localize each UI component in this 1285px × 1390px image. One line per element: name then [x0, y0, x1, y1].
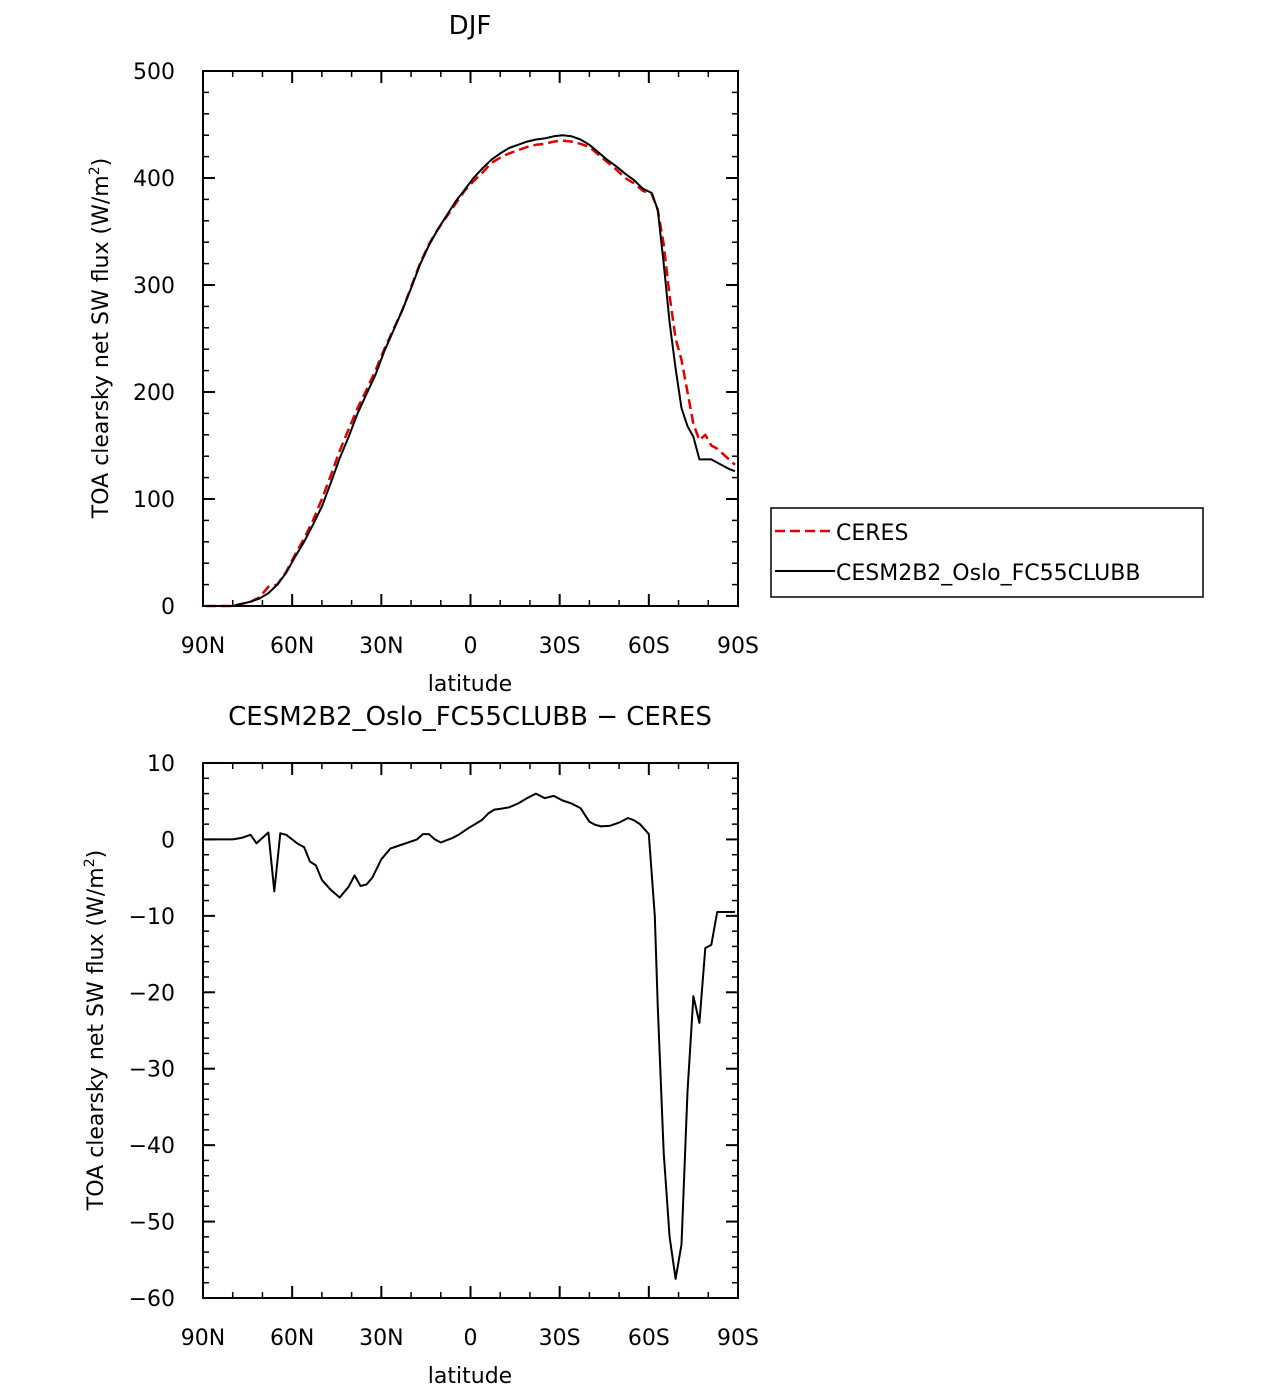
chart-title: DJF [449, 11, 492, 41]
plot-frame [202, 70, 739, 607]
x-tick-label: 60S [628, 634, 670, 659]
chart-title: CESM2B2_Oslo_FC55CLUBB − CERES [228, 702, 712, 732]
x-tick-label: 30N [359, 634, 403, 659]
y-tick-label: 200 [133, 381, 175, 406]
y-tick-label: −60 [129, 1287, 175, 1312]
x-tick-label: 0 [464, 634, 478, 659]
x-tick-label: 30S [539, 634, 581, 659]
y-axis-label: TOA clearsky net SW flux (W/m2) [82, 850, 109, 1211]
series-line-difference [206, 792, 735, 1280]
tick-marks [202, 70, 739, 607]
x-tick-label: 30S [539, 1326, 581, 1351]
x-tick-label: 90N [181, 634, 225, 659]
y-tick-label: −30 [129, 1058, 175, 1083]
series-group [206, 792, 735, 1280]
series-line-ceres [206, 139, 736, 608]
legend-label-model: CESM2B2_Oslo_FC55CLUBB [836, 561, 1140, 586]
top-panel-djf: DJF 90N 60N 30N 0 30S 60S 90S0100200300400500 … [87, 11, 1204, 697]
x-tick-label: 60S [628, 1326, 670, 1351]
y-tick-label: 0 [161, 828, 175, 853]
legend-box [770, 507, 1204, 598]
y-tick-label: 10 [147, 752, 175, 777]
y-tick-label: 300 [133, 274, 175, 299]
x-tick-label: 30N [359, 1326, 403, 1351]
x-axis-label: latitude [428, 672, 512, 697]
y-tick-label: −10 [129, 905, 175, 930]
x-tick-label: 90N [181, 1326, 225, 1351]
x-tick-label: 90S [717, 634, 759, 659]
x-tick-label: 0 [464, 1326, 478, 1351]
series-group [206, 134, 736, 608]
x-tick-label: 90S [717, 1326, 759, 1351]
tick-labels: 90N 60N 30N 0 30S 60S 90S 0 100 200 300 400 500 [133, 60, 759, 659]
legend-label-ceres: CERES [836, 521, 908, 546]
y-tick-label: −50 [129, 1211, 175, 1236]
bottom-panel-difference: CESM2B2_Oslo_FC55CLUBB − CERES 90N 60N 30N… [82, 702, 759, 1389]
y-axis-label: TOA clearsky net SW flux (W/m2) [87, 158, 114, 519]
legend: CERES CESM2B2_Oslo_FC55CLUBB [770, 507, 1204, 598]
x-tick-label: 60N [270, 1326, 314, 1351]
tick-marks [202, 762, 739, 1299]
y-tick-label: −20 [129, 981, 175, 1006]
y-tick-label: 100 [133, 488, 175, 513]
y-tick-label: −40 [129, 1134, 175, 1159]
y-tick-label: 400 [133, 167, 175, 192]
y-tick-label: 0 [161, 595, 175, 620]
series-line-cesm2b2-oslo-fc55clubb [206, 134, 736, 607]
x-tick-label: 60N [270, 634, 314, 659]
x-axis-label: latitude [428, 1364, 512, 1389]
tick-labels: 90N 60N 30N 0 30S 60S 90S 10 0 −10 −20 −30 −40 −50 −60 [129, 752, 759, 1351]
y-tick-label: 500 [133, 60, 175, 85]
